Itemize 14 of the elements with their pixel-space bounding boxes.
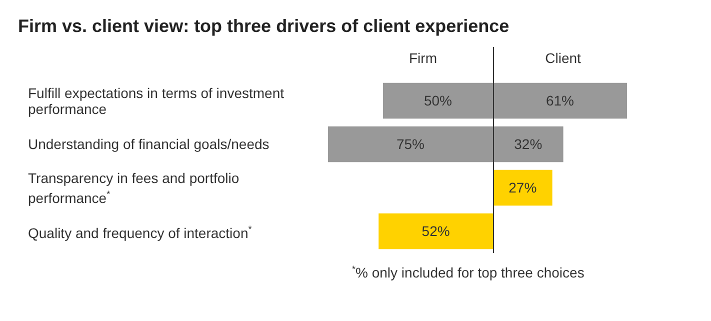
chart-title: Firm vs. client view: top three drivers of client experience	[18, 16, 510, 37]
series-label: Firm	[409, 50, 437, 66]
y-tick-label: Understanding of financial goals/needs	[28, 136, 270, 152]
data-label: 52%	[422, 223, 450, 240]
data-label: 50%	[424, 92, 452, 109]
data-label: 75%	[396, 136, 425, 152]
y-tick-label: Transparency in fees and portfolio performance$^{*}$	[28, 170, 240, 206]
data-label: 27%	[508, 180, 537, 196]
y-tick-label: Quality and frequency of interaction$^{*}$	[28, 223, 253, 242]
text: $^{*}$% only included for top three choices	[352, 264, 584, 281]
data-label: 32%	[514, 136, 542, 152]
y-tick-label: Fulfill expectations in terms of investment performance	[28, 84, 285, 117]
series-label: Client	[545, 50, 582, 66]
data-label: 61%	[546, 92, 574, 109]
